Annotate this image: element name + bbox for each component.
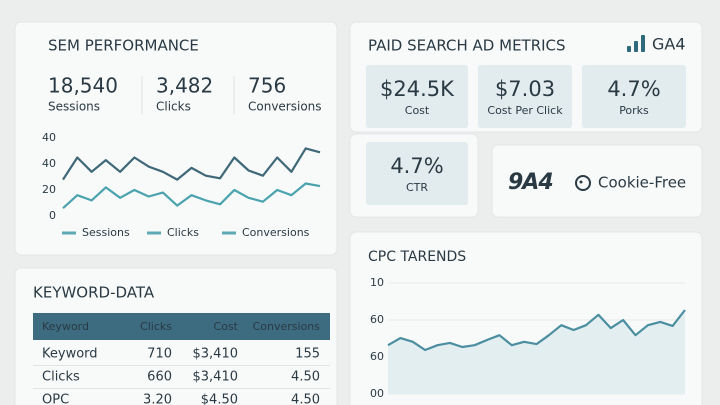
legend-label: Conversions (242, 226, 310, 239)
table-header-cell: Conversions (253, 320, 321, 333)
legend-label: Clicks (167, 226, 199, 239)
table-header-cell: Clicks (140, 320, 172, 333)
ga4-icon (627, 35, 645, 52)
table-cell: $3,410 (193, 347, 239, 362)
cookie-icon (575, 175, 591, 191)
stat-label: Conversions (248, 100, 322, 114)
metric-value: 4.7% (390, 154, 443, 178)
table-cell: 155 (295, 347, 320, 362)
metric-label: CTR (406, 181, 428, 194)
table-cell: 710 (147, 347, 172, 362)
line-area (388, 310, 685, 394)
y-tick-label: 00 (370, 387, 384, 400)
table-cell: $3,410 (193, 370, 239, 385)
y-tick-label: 60 (370, 313, 384, 326)
metric-value: 4.7% (607, 77, 660, 101)
y-tick-label: 20 (42, 183, 56, 196)
metric-tile (366, 142, 468, 205)
table-cell: 4.50 (291, 393, 320, 405)
line (387, 309, 686, 352)
table-cell: 660 (147, 370, 172, 385)
keyword-title: KEYWORD-DATA (33, 284, 155, 302)
line (62, 147, 321, 181)
table-header-cell: Cost (214, 320, 239, 333)
ga4-badge: GA4 (652, 35, 686, 54)
table-header-cell: Keyword (42, 320, 89, 333)
sem-title: SEM PERFORMANCE (48, 37, 199, 55)
stat-label: Sessions (48, 100, 100, 114)
stat-label: Clicks (156, 100, 191, 114)
table-cell: Clicks (42, 370, 80, 385)
y-tick-label: 40 (42, 157, 56, 170)
sem-card (14, 21, 338, 256)
metric-label: Porks (619, 104, 649, 117)
y-tick-label: 60 (370, 350, 384, 363)
table-header (33, 313, 330, 340)
cookie-card (491, 144, 703, 218)
y-tick-label: 40 (42, 131, 56, 144)
y-tick-label: 0 (49, 209, 56, 222)
paid-title: PAID SEARCH AD METRICS (368, 37, 566, 55)
line (62, 182, 321, 210)
y-tick-label: 10 (370, 276, 384, 289)
table-cell: Keyword (42, 347, 98, 362)
stat-value: 756 (248, 74, 286, 98)
metric-value: $7.03 (495, 77, 555, 101)
legend-label: Sessions (82, 226, 130, 239)
cookie-logo: 9A4 (508, 170, 553, 195)
table-cell: 3.20 (143, 393, 172, 405)
stat-value: 3,482 (156, 74, 213, 98)
table-cell: $4.50 (201, 393, 238, 405)
metric-tile (366, 65, 468, 128)
metric-label: Cost Per Click (487, 104, 563, 117)
table-cell: OPC (42, 393, 69, 405)
cookie-label: Cookie-Free (598, 174, 686, 192)
cpc-title: CPC TARENDS (368, 249, 466, 265)
metric-tile (582, 65, 686, 128)
metric-tile (478, 65, 572, 128)
metric-value: $24.5K (380, 77, 455, 101)
stat-value: 18,540 (48, 74, 118, 98)
metric-label: Cost (405, 104, 430, 117)
table-cell: 4.50 (291, 370, 320, 385)
